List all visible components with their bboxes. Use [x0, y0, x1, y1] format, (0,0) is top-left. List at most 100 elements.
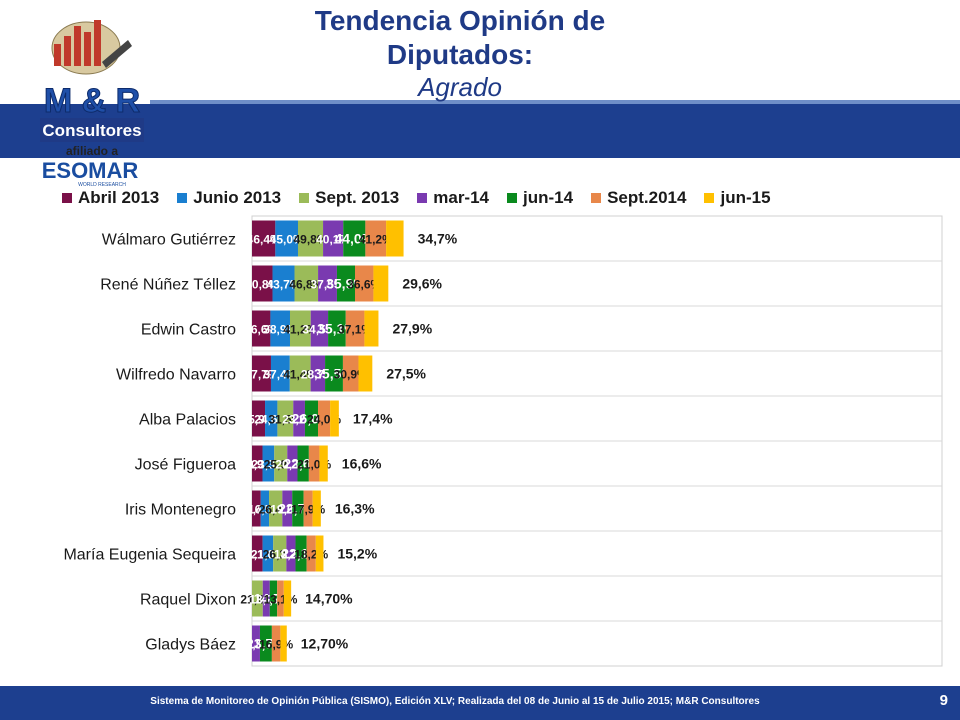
bar-segment: [358, 355, 373, 392]
legend-swatch: [62, 193, 72, 203]
legend-label: Sept.2014: [607, 188, 687, 207]
bar-segment: [252, 400, 266, 437]
data-label: 36,6%: [244, 323, 278, 337]
category-label: René Núñez Téllez: [100, 277, 236, 294]
page-subtitle: Agrado: [418, 72, 502, 102]
chart-legend: Abril 2013 Junio 2013 Sept. 2013 mar-14 jun-…: [62, 186, 771, 210]
header-band: [0, 104, 960, 158]
bar-segment: [252, 310, 271, 347]
page-title-line1: Tendencia Opinión de: [314, 5, 606, 36]
bar-segment: [272, 265, 295, 302]
bar-segment: [323, 220, 344, 257]
bar-segment: [289, 310, 311, 347]
bar-segment: [297, 445, 309, 482]
legend-item: Abril 2013: [62, 188, 159, 208]
bar-segment: [343, 220, 366, 257]
legend-label: Sept. 2013: [315, 188, 400, 207]
bar-segment: [283, 580, 292, 617]
bar-segment: [306, 535, 316, 572]
legend-swatch: [704, 193, 715, 203]
data-label: 41,2%: [283, 323, 317, 337]
data-label: 41,4%: [283, 368, 317, 382]
bar-segment: [252, 535, 263, 572]
bar-segment: [252, 490, 261, 527]
legend-item: Sept. 2013: [299, 188, 399, 208]
data-label: 37,1%: [338, 323, 372, 337]
legend-label: mar-14: [433, 188, 490, 207]
data-label: 27,9%: [392, 321, 432, 337]
page-title-line2: Diputados:: [386, 39, 534, 70]
data-label: 14,70%: [305, 591, 353, 607]
data-label: 17,4%: [353, 411, 393, 427]
data-label: 13,1%: [263, 593, 297, 607]
bar-segment: [355, 265, 374, 302]
legend-swatch: [507, 193, 518, 203]
footer-source: Sistema de Monitoreo de Opinión Pública …: [150, 696, 760, 707]
bar-segment: [293, 400, 305, 437]
data-label: 45,0%: [270, 233, 304, 247]
bar-segment: [303, 490, 313, 527]
legend-swatch: [417, 193, 428, 203]
bar-segment: [294, 265, 319, 302]
data-label: 16,6%: [342, 456, 382, 472]
data-label: 12,70%: [301, 636, 349, 652]
bar-segment: [269, 580, 278, 617]
bar-segment: [260, 490, 270, 527]
data-label: 37,4%: [263, 368, 297, 382]
bar-segment: [252, 220, 276, 257]
bar-segment: [277, 400, 294, 437]
bar-segment: [252, 580, 263, 617]
data-label: 37,7%: [244, 368, 278, 382]
bar-segment: [318, 400, 331, 437]
bar-segment: [286, 535, 296, 572]
logo-partner: ESOMAR: [42, 158, 139, 183]
bar-segment: [262, 535, 274, 572]
bar-segment: [386, 220, 404, 257]
legend-swatch: [299, 193, 310, 203]
bar-segment: [265, 400, 278, 437]
data-label: 29,6%: [402, 276, 442, 292]
data-label: 37,5%: [310, 278, 344, 292]
bar-segment: [273, 535, 287, 572]
bar-segment: [342, 355, 359, 392]
legend-label: Abril 2013: [78, 188, 160, 207]
category-label: Wilfredo Navarro: [116, 367, 236, 384]
bar-segment: [262, 580, 270, 617]
category-label: Alba Palacios: [139, 412, 236, 429]
data-label: 46,4%: [247, 233, 281, 247]
legend-item: jun-14: [507, 188, 573, 208]
data-label: 46,8%: [289, 278, 323, 292]
bar-segment: [304, 400, 319, 437]
bar-segment: [270, 310, 290, 347]
bar-segment: [310, 355, 326, 392]
logo-affiliation: afiliado a: [66, 144, 118, 158]
bar-segment: [319, 445, 328, 482]
bar-segment: [318, 265, 337, 302]
logo-brand: M & R: [44, 82, 140, 120]
bar-segment: [315, 535, 324, 572]
bar-segment: [274, 445, 288, 482]
bar-segment: [280, 625, 287, 662]
bar-segment: [312, 490, 321, 527]
legend-label: jun-14: [523, 188, 574, 207]
category-label: Raquel Dixon: [140, 592, 236, 609]
bar-segment: [292, 490, 304, 527]
bar-segment: [336, 265, 356, 302]
logo-partner-tag: WORLD RESEARCH: [78, 182, 126, 188]
bar-segment: [262, 445, 275, 482]
logo-name: Consultores: [42, 121, 141, 140]
data-label: 15,2%: [337, 546, 377, 562]
data-label: 16,9%: [259, 638, 293, 652]
bar-segment: [295, 535, 307, 572]
data-label: 44,0%: [334, 231, 374, 247]
legend-swatch: [591, 193, 602, 203]
data-label: 49,8%: [294, 233, 328, 247]
data-label: 36,6%: [347, 278, 381, 292]
legend-swatch: [177, 193, 188, 203]
category-label: Edwin Castro: [141, 322, 236, 339]
data-label: 41,2%: [359, 233, 393, 247]
bar-segment: [373, 265, 389, 302]
category-label: Wálmaro Gutiérrez: [102, 232, 236, 249]
data-label: 16,3%: [335, 501, 375, 517]
data-label: 34,7%: [418, 231, 458, 247]
